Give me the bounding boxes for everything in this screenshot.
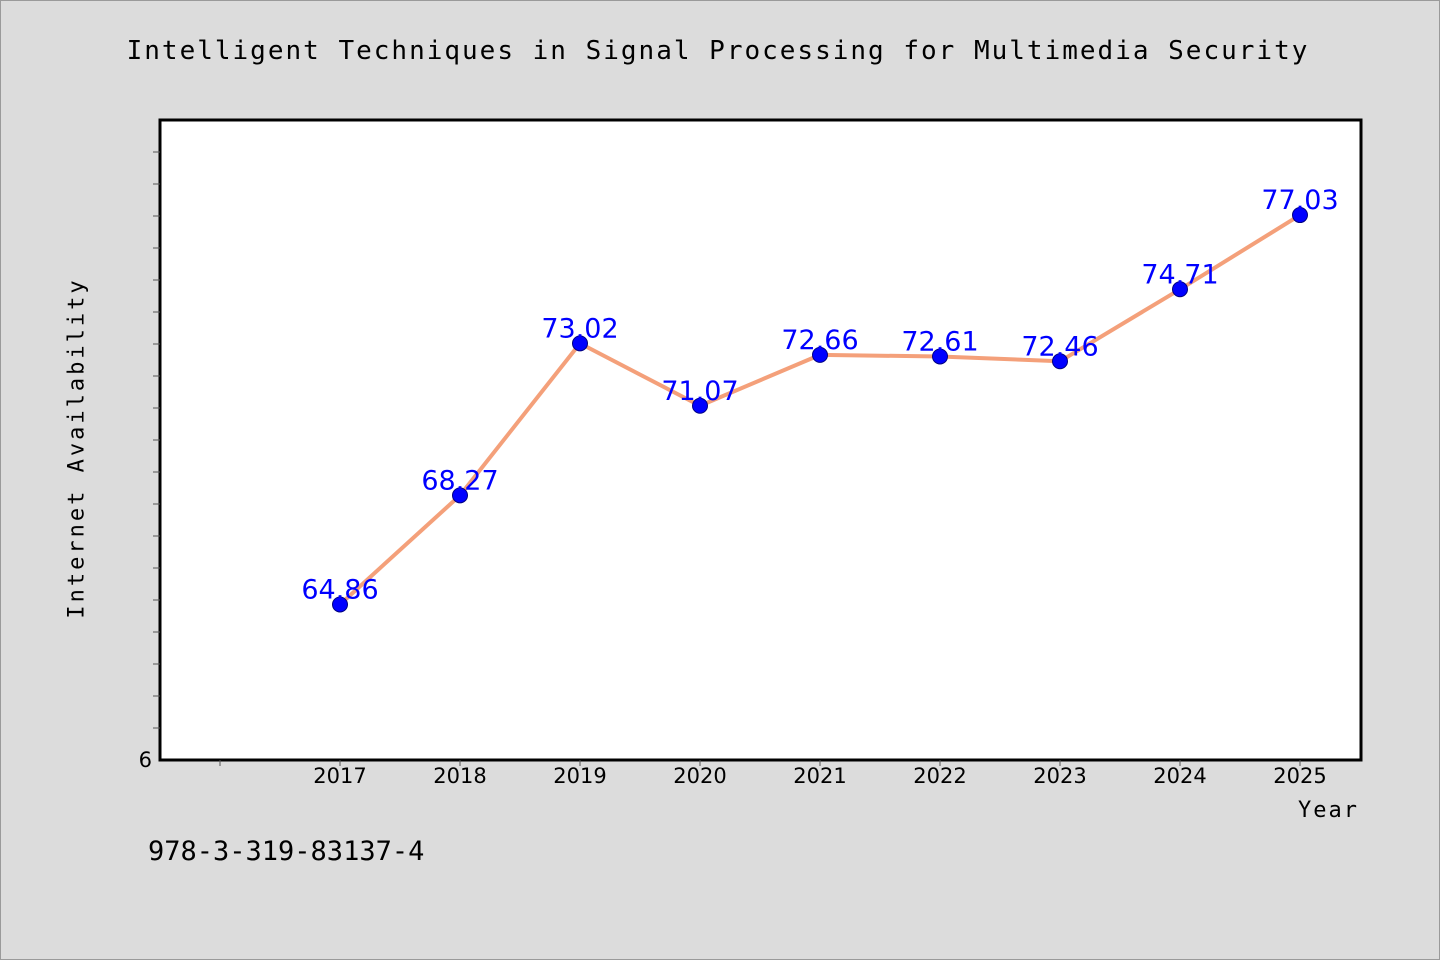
data-label: 68.27 <box>421 465 498 496</box>
data-point <box>812 346 828 363</box>
data-point <box>572 335 588 352</box>
x-axis-title: Year <box>1298 798 1359 823</box>
x-tick-label: 2019 <box>553 764 606 788</box>
data-point <box>332 596 348 613</box>
data-label: 74.71 <box>1141 259 1218 290</box>
chart-title: Intelligent Techniques in Signal Process… <box>126 36 1310 66</box>
data-label: 73.02 <box>541 313 618 344</box>
data-point <box>1052 353 1068 370</box>
x-tick-label: 2020 <box>673 764 726 788</box>
data-point <box>452 487 468 504</box>
data-label: 72.61 <box>901 326 978 357</box>
y-tick-label: 6 <box>139 748 152 772</box>
data-point <box>932 348 948 365</box>
data-label: 72.66 <box>781 325 858 356</box>
x-tick-label: 2022 <box>913 764 966 788</box>
data-point <box>1172 281 1188 298</box>
isbn-footer: 978-3-319-83137-4 <box>148 836 425 867</box>
x-tick-label: 2021 <box>793 764 846 788</box>
data-label: 64.86 <box>301 574 378 605</box>
data-point <box>1292 207 1308 224</box>
x-tick-label: 2017 <box>313 764 366 788</box>
data-label: 71.07 <box>661 376 738 407</box>
plot-area <box>158 118 1363 762</box>
data-label: 77.03 <box>1261 185 1338 216</box>
x-tick-label: 2024 <box>1153 764 1206 788</box>
data-point <box>692 397 708 414</box>
x-tick-label: 2025 <box>1273 764 1326 788</box>
x-tick-label: 2018 <box>433 764 486 788</box>
x-tick-label: 2023 <box>1033 764 1086 788</box>
data-label: 72.46 <box>1021 331 1098 362</box>
